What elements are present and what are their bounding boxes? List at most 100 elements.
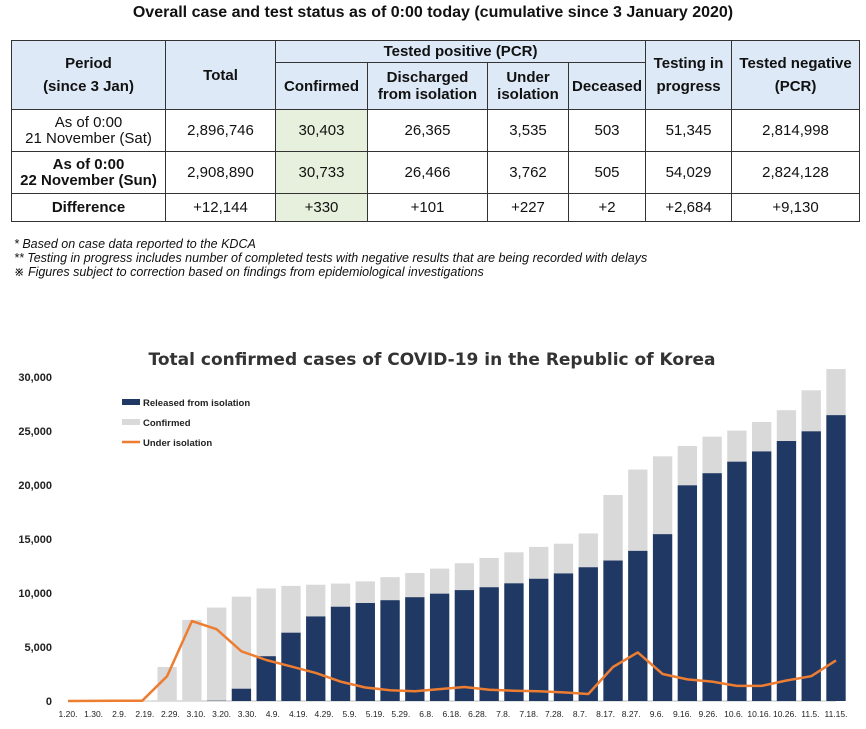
- x-tick-label: 7.18.: [519, 709, 538, 719]
- y-tick-label: 0: [46, 696, 52, 708]
- header-deceased: Deceased: [567, 62, 647, 110]
- released-bar: [380, 600, 400, 701]
- y-tick-label: 10,000: [18, 588, 52, 600]
- x-tick-label: 9.6.: [650, 709, 664, 719]
- x-tick-label: 6.18.: [443, 709, 462, 719]
- footnote: * Based on case data reported to the KDC…: [14, 237, 256, 251]
- legend-confirmed-label: Confirmed: [143, 418, 191, 429]
- confirmed-bar: [206, 607, 227, 701]
- deceased-cell: 503: [567, 109, 647, 152]
- testing-cell: 51,345: [645, 109, 733, 152]
- released-bar: [628, 550, 648, 701]
- released-bar: [727, 461, 747, 701]
- x-tick-label: 9.16.: [673, 709, 692, 719]
- legend-released-swatch: [122, 399, 140, 405]
- x-tick-label: 5.9.: [343, 709, 357, 719]
- x-tick-label: 9.26.: [699, 709, 718, 719]
- released-bar: [603, 560, 623, 701]
- deceased-cell: 505: [567, 151, 647, 194]
- chart-title: Total confirmed cases of COVID-19 in the…: [149, 350, 716, 370]
- total-cell: +12,144: [165, 193, 276, 222]
- header-confirmed: Confirmed: [275, 62, 368, 110]
- confirmed-cell: +330: [275, 193, 368, 222]
- released-bar: [355, 603, 375, 701]
- released-bar: [479, 587, 499, 701]
- x-tick-label: 1.30.: [84, 709, 103, 719]
- x-tick-label: 6.8.: [419, 709, 433, 719]
- confirmed-cell: 30,733: [275, 151, 368, 194]
- x-tick-label: 1.20.: [59, 709, 78, 719]
- footnote: ** Testing in progress includes number o…: [14, 251, 648, 265]
- footnotes: * Based on case data reported to the KDC…: [14, 237, 647, 279]
- y-tick-label: 25,000: [18, 426, 52, 438]
- x-tick-label: 11.5.: [801, 709, 819, 719]
- page-title: Overall case and test status as of 0:00 …: [132, 4, 734, 21]
- x-tick-label: 11.15.: [824, 709, 847, 719]
- header-tested-negative: Tested negative (PCR): [731, 40, 861, 110]
- x-tick-label: 10.16.: [747, 709, 771, 719]
- total-cell: 2,908,890: [165, 151, 276, 194]
- x-tick-label: 5.29.: [391, 709, 410, 719]
- legend-under-isolation-label: Under isolation: [143, 438, 212, 449]
- x-tick-label: 2.19.: [135, 709, 154, 719]
- released-bar: [677, 485, 698, 701]
- discharged-cell: +101: [367, 193, 488, 222]
- case-status-table: Period (since 3 Jan) Total Tested positiv…: [11, 40, 861, 222]
- deceased-cell: +2: [567, 193, 647, 222]
- released-bar: [776, 441, 797, 701]
- header-discharged: Discharged from isolation: [367, 62, 488, 110]
- x-tick-label: 4.9.: [266, 709, 280, 719]
- legend-released-label: Released from isolation: [143, 398, 250, 409]
- x-tick-label: 10.6.: [724, 709, 743, 719]
- testing-cell: 54,029: [645, 151, 733, 194]
- y-tick-label: 5,000: [24, 642, 52, 654]
- released-bar: [553, 573, 574, 701]
- x-tick-label: 2.9.: [112, 709, 126, 719]
- y-tick-label: 30,000: [18, 372, 52, 384]
- released-bar: [801, 431, 821, 701]
- released-bar: [702, 473, 722, 701]
- x-tick-label: 3.20.: [212, 709, 231, 719]
- under-isolation-cell: 3,762: [487, 151, 569, 194]
- under-isolation-cell: +227: [487, 193, 569, 222]
- footnote: ※ Figures subject to correction based on…: [14, 265, 484, 279]
- discharged-cell: 26,365: [367, 109, 488, 152]
- released-bar: [652, 534, 673, 701]
- released-bar: [529, 578, 549, 701]
- x-tick-label: 8.27.: [622, 709, 641, 719]
- released-bar: [429, 593, 450, 701]
- x-tick-label: 10.26.: [773, 709, 797, 719]
- x-tick-label: 4.29.: [315, 709, 334, 719]
- x-tick-label: 2.29.: [161, 709, 180, 719]
- y-tick-label: 20,000: [18, 480, 52, 492]
- x-tick-label: 8.17.: [596, 709, 615, 719]
- confirmed-cell: 30,403: [275, 109, 368, 152]
- confirmed-bar: [157, 666, 177, 701]
- under-isolation-cell: 3,535: [487, 109, 569, 152]
- negative-cell: 2,824,128: [731, 151, 861, 194]
- x-tick-label: 7.8.: [496, 709, 510, 719]
- table-row: Difference +12,144 +330 +101 +227 +2 +2,…: [11, 193, 861, 222]
- released-bar: [826, 415, 846, 701]
- testing-cell: +2,684: [645, 193, 733, 222]
- confirmed-cases-chart: Total confirmed cases of COVID-19 in the…: [18, 350, 847, 719]
- discharged-cell: 26,466: [367, 151, 488, 194]
- x-tick-label: 3.30.: [238, 709, 257, 719]
- released-bar: [256, 656, 276, 701]
- x-tick-label: 6.28.: [468, 709, 487, 719]
- negative-cell: +9,130: [731, 193, 861, 222]
- confirmed-bar: [182, 619, 202, 701]
- under-isolation-line: [67, 619, 837, 703]
- period-cell: As of 0:00 22 November (Sun): [11, 151, 166, 194]
- header-period: Period (since 3 Jan): [11, 40, 166, 110]
- x-tick-label: 8.7.: [573, 709, 587, 719]
- released-bar: [231, 688, 252, 701]
- period-cell: As of 0:00 21 November (Sat): [11, 109, 166, 152]
- released-bar: [330, 606, 351, 701]
- negative-cell: 2,814,998: [731, 109, 861, 152]
- x-tick-label: 7.28.: [545, 709, 564, 719]
- total-cell: 2,896,746: [165, 109, 276, 152]
- x-tick-label: 3.10.: [187, 709, 206, 719]
- released-bar: [405, 597, 425, 701]
- x-tick-label: 5.19.: [366, 709, 385, 719]
